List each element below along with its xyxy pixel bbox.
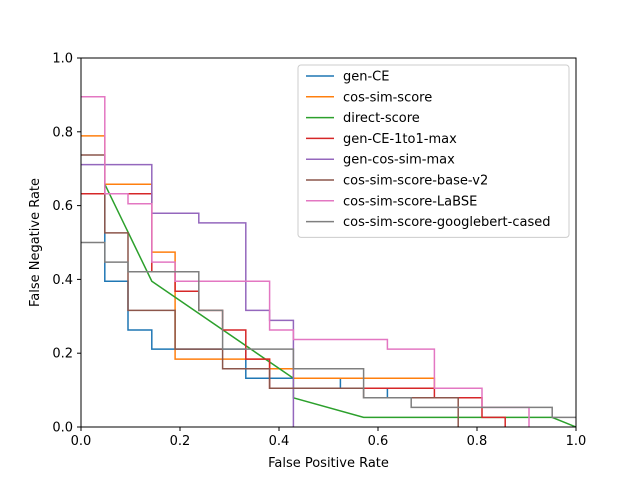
x-tick-label-4: 0.8 [467,434,488,449]
legend-label-6: cos-sim-score-LaBSE [343,194,477,209]
y-axis-label: False Negative Rate [28,178,43,307]
y-tick-label-1: 0.2 [52,347,73,362]
series-line-4 [81,163,295,427]
ticks-layer: 0.0 0.2 0.4 0.6 0.8 1.0 0.0 0.2 0.4 0.6 0.8 1.0 [52,52,586,450]
series-line-7 [81,241,576,419]
legend-label-7: cos-sim-score-googlebert-cased [343,215,550,230]
y-tick-label-3: 0.6 [52,199,73,214]
x-tick-label-5: 1.0 [566,434,587,449]
legend-box [297,64,570,238]
legend-label-0: gen-CE [343,70,389,85]
x-tick-label-1: 0.2 [170,434,191,449]
legend-label-5: cos-sim-score-base-v2 [343,174,488,189]
legend-label-4: gen-cos-sim-max [343,153,455,168]
x-tick-label-2: 0.4 [269,434,290,449]
legend: gen-CE cos-sim-score direct-score gen-CE-1t… [297,64,570,238]
series-line-6 [81,95,530,427]
y-tick-label-4: 0.8 [52,125,73,140]
y-tick-label-5: 1.0 [52,52,73,67]
y-tick-label-2: 0.4 [52,273,73,288]
legend-label-3: gen-CE-1to1-max [343,132,457,147]
x-tick-label-3: 0.6 [368,434,389,449]
legend-label-1: cos-sim-score [343,90,432,105]
legend-label-2: direct-score [343,111,420,126]
x-axis-label: False Positive Rate [268,456,389,471]
plot-frame [80,57,577,428]
y-tick-label-0: 0.0 [52,421,73,436]
x-tick-label-0: 0.0 [71,434,92,449]
series-layer [81,95,576,427]
